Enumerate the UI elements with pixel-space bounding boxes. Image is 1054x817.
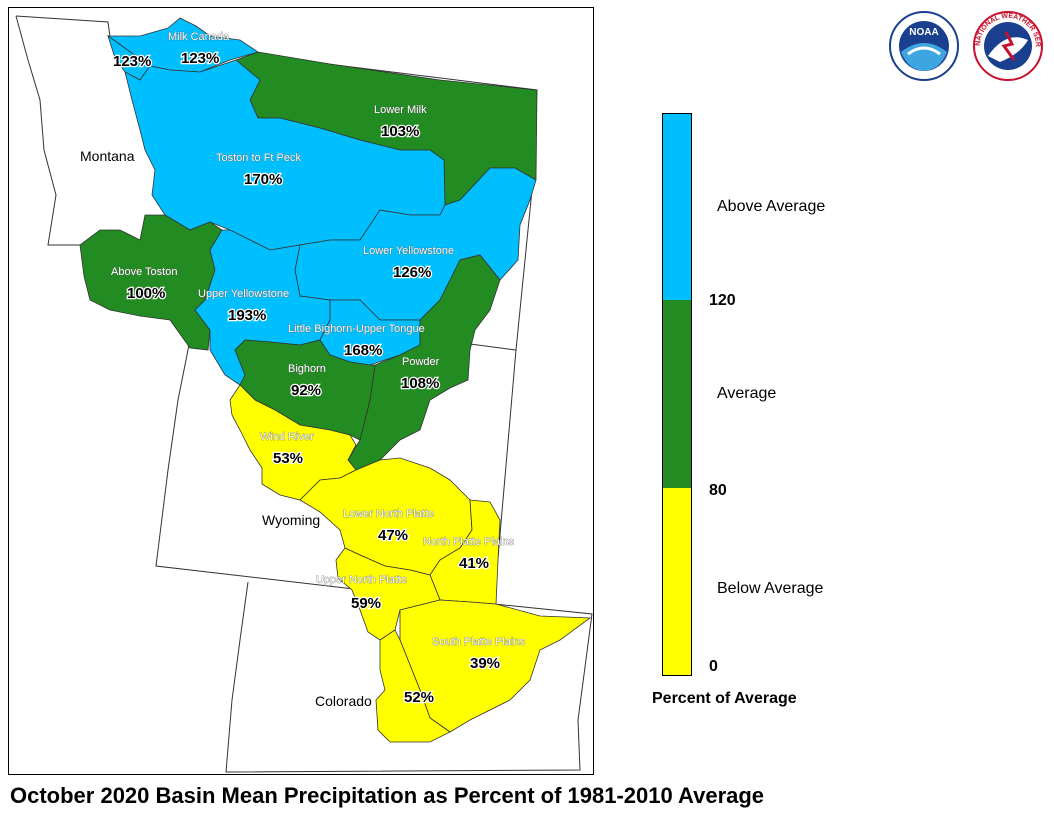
basin-map: Milk Canada Lower Milk Toston to Ft Peck… <box>15 15 593 773</box>
basin-name-label: Lower North Platte <box>343 508 434 520</box>
basin-percent-label: 123% <box>181 50 219 67</box>
basin-name-label: Wind River <box>260 431 314 443</box>
basins <box>79 17 592 743</box>
basin-name-label: Lower Yellowstone <box>363 245 454 257</box>
legend-tick-120: 120 <box>709 292 736 309</box>
legend-title: Percent of Average <box>652 690 797 707</box>
legend-tick-0: 0 <box>709 658 718 675</box>
basin-name-label: Little Bighorn-Upper Tongue <box>288 323 425 335</box>
basin-name-label: Powder <box>402 356 440 368</box>
basin-percent-label: 53% <box>273 450 303 467</box>
basin-percent-label: 47% <box>378 527 408 544</box>
basin-name-label: South Platte Plains <box>432 636 525 648</box>
basin-above-toston <box>79 214 223 351</box>
basin-percent-label: 126% <box>393 264 431 281</box>
agency-logos: NOAA NATIONAL WEATHER SERVICE <box>888 10 1043 81</box>
legend-label-below: Below Average <box>717 580 824 597</box>
basin-percent-label: 100% <box>127 285 165 302</box>
basin-percent-label: 193% <box>228 307 266 324</box>
basin-percent-label: 52% <box>404 689 434 706</box>
legend-swatch-above <box>663 114 691 300</box>
basin-name-label: Lower Milk <box>374 104 427 116</box>
legend-swatch-average <box>663 300 691 488</box>
state-labels: Montana Wyoming Colorado <box>79 147 374 711</box>
basin-upper-north-platte <box>335 547 441 641</box>
basin-percent-label: 41% <box>459 555 489 572</box>
basin-percent-label: 170% <box>244 171 282 188</box>
basin-percent-label: 39% <box>470 655 500 672</box>
noaa-logo-text: NOAA <box>909 27 938 38</box>
basin-name-label: Milk Canada <box>168 31 230 43</box>
legend-label-average: Average <box>717 385 777 402</box>
basin-name-label: Toston to Ft Peck <box>216 152 301 164</box>
basin-name-labels: Milk Canada Lower Milk Toston to Ft Peck… <box>111 31 526 649</box>
state-label-montana: Montana <box>80 148 135 164</box>
basin-name-label: Upper Yellowstone <box>198 288 289 300</box>
legend-swatch-below <box>663 488 691 675</box>
basin-name-label: Above Toston <box>111 266 177 278</box>
basin-little-bighorn <box>319 299 421 366</box>
state-label-wyoming: Wyoming <box>262 512 320 528</box>
legend-label-above: Above Average <box>717 198 826 215</box>
basin-name-label: Bighorn <box>288 363 326 375</box>
noaa-logo: NOAA <box>889 11 959 81</box>
basin-colorado-headwaters <box>375 629 451 743</box>
basin-south-platte-plains <box>399 599 592 733</box>
basin-name-label: North Platte Plains <box>423 536 515 548</box>
state-label-colorado: Colorado <box>315 693 372 709</box>
basin-percent-label: 168% <box>344 342 382 359</box>
basin-percent-label: 123% <box>113 53 151 70</box>
map-title: October 2020 Basin Mean Precipitation as… <box>10 783 765 808</box>
basin-percent-label: 103% <box>381 123 419 140</box>
basin-percent-labels: 123% 123% 103% 170% 100% 126% 193% 168% … <box>112 49 502 708</box>
basin-percent-label: 92% <box>291 382 321 399</box>
basin-percent-label: 59% <box>351 595 381 612</box>
legend-color-bar <box>662 113 692 676</box>
legend-tick-80: 80 <box>709 482 727 499</box>
basin-name-label: Upper North Platte <box>316 574 407 586</box>
basin-powder <box>347 254 501 471</box>
basin-percent-label: 108% <box>401 375 439 392</box>
